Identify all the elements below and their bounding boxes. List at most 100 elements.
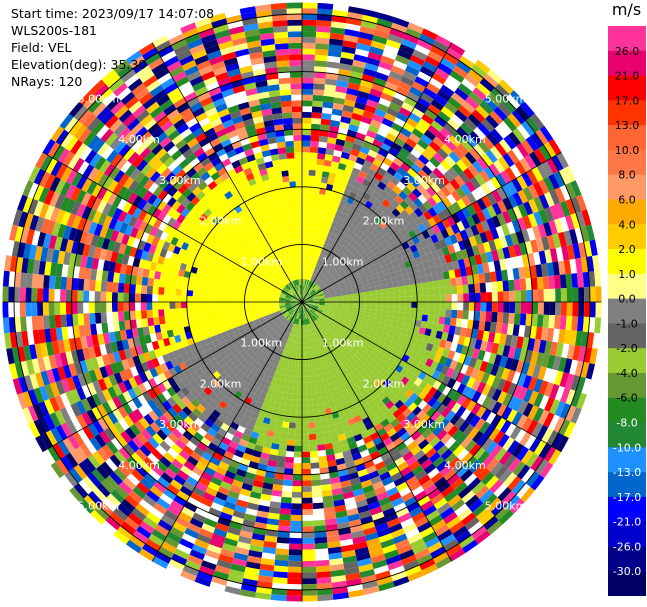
velocity-gate [433,287,441,296]
velocity-gate [60,302,67,315]
velocity-gate [371,298,377,302]
velocity-gate [437,382,447,393]
velocity-gate [575,330,583,347]
velocity-gate [315,351,320,358]
velocity-gate [255,592,272,600]
velocity-gate [393,264,401,272]
velocity-gate [300,307,302,314]
velocity-gate [340,444,351,453]
velocity-gate [318,235,324,242]
velocity-gate [468,235,478,247]
velocity-gate [353,336,360,343]
velocity-gate [204,302,210,308]
velocity-gate [425,432,437,444]
velocity-gate [218,554,234,564]
velocity-gate [543,446,557,462]
velocity-gate [382,302,389,307]
velocity-gate [251,485,263,494]
velocity-gate [321,286,327,291]
velocity-gate [527,376,538,391]
velocity-gate [302,353,305,360]
velocity-gate [221,297,228,302]
velocity-gate [369,312,376,318]
velocity-gate [472,87,487,101]
velocity-gate [302,298,307,302]
velocity-gate [381,288,388,294]
velocity-gate [180,570,197,582]
velocity-gate [407,324,415,332]
velocity-gate [449,413,461,426]
velocity-gate [345,412,354,421]
velocity-gate [325,281,331,287]
velocity-gate [348,217,356,225]
velocity-gate [487,92,502,107]
velocity-gate [213,527,228,538]
velocity-gate [549,399,561,415]
velocity-gate [270,345,277,352]
velocity-gate [409,383,419,393]
velocity-gate [441,396,452,407]
velocity-gate [369,254,377,262]
velocity-gate [424,536,441,549]
velocity-gate [569,330,577,346]
velocity-gate [386,335,394,342]
velocity-gate [296,324,299,331]
velocity-gate [386,166,397,177]
velocity-gate [25,287,32,302]
velocity-gate [158,309,165,318]
velocity-gate [289,543,302,550]
velocity-gate [309,221,315,228]
velocity-gate [207,461,219,472]
velocity-gate [414,276,422,284]
velocity-gate [303,313,306,320]
velocity-gate [296,307,300,313]
velocity-gate [273,571,288,579]
velocity-gate [138,548,156,562]
velocity-gate [252,480,264,488]
velocity-gate [288,428,296,435]
velocity-gate [302,267,304,274]
velocity-gate [309,317,313,323]
velocity-gate [318,307,324,311]
velocity-gate [316,345,321,352]
velocity-gate [284,351,289,358]
velocity-gate [169,308,176,316]
velocity-gate [327,339,333,346]
velocity-gate [371,338,379,346]
velocity-gate [336,168,345,176]
velocity-gate [507,457,521,473]
velocity-gate [325,353,331,360]
velocity-gate [311,358,316,365]
velocity-gate [344,28,360,38]
velocity-gate [353,302,360,305]
velocity-gate [158,302,164,310]
velocity-gate [407,402,418,412]
velocity-gate [531,277,538,290]
velocity-gate [552,261,560,276]
velocity-gate [434,476,447,489]
velocity-gate [335,510,348,519]
velocity-gate [296,318,299,325]
velocity-gate [434,115,447,128]
velocity-gate [464,73,480,88]
velocity-gate [198,312,206,319]
velocity-gate [385,320,393,326]
velocity-gate [302,348,305,354]
velocity-gate [322,431,331,439]
velocity-gate [446,388,457,400]
velocity-gate [425,447,437,459]
velocity-gate [289,334,294,341]
velocity-gate [391,217,401,226]
velocity-gate [367,51,383,61]
velocity-gate [554,401,566,417]
velocity-gate [238,305,245,309]
velocity-gate [338,261,345,268]
velocity-gate [37,288,44,302]
velocity-gate [262,482,274,490]
velocity-gate [311,106,323,113]
velocity-gate [336,133,347,141]
velocity-gate [431,322,439,331]
velocity-gate [348,264,356,271]
velocity-gate [318,217,325,225]
velocity-gate [153,317,160,326]
